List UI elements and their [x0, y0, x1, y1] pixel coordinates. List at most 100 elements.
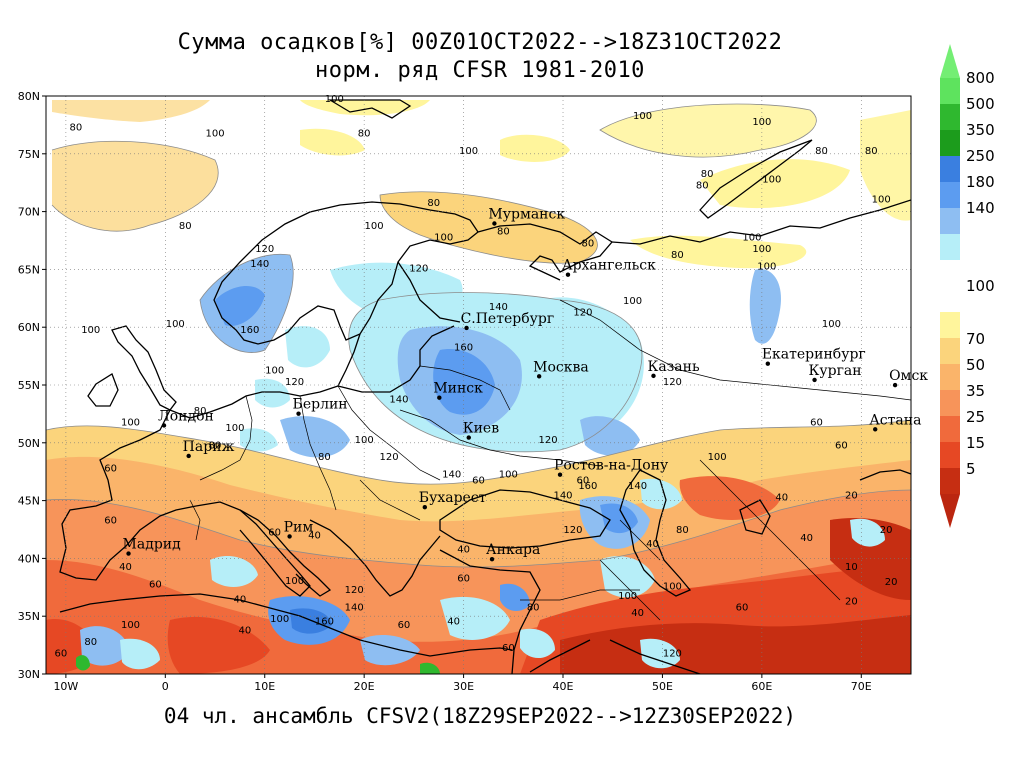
contour-label: 60 [104, 464, 117, 475]
city-dot [161, 423, 167, 428]
contour-label: 140 [345, 602, 364, 613]
lat-tick-label: 30N [18, 668, 40, 681]
city-label: Екатеринбург [762, 347, 866, 363]
colorbar-swatch [940, 208, 960, 234]
city-dot [765, 361, 771, 366]
colorbar-label: 35 [966, 382, 985, 400]
contour-labels: 80 100 100 80 100 100 100 80 80 100 80 80 100 80 120 14… [55, 94, 898, 660]
colorbar-label: 350 [966, 121, 995, 139]
city-dot [873, 427, 878, 432]
contour-label: 120 [409, 264, 428, 275]
lon-tick-label: 10E [254, 680, 275, 693]
lat-tick-label: 75N [18, 148, 40, 161]
colorbar-swatch [940, 156, 960, 182]
city-dot [651, 373, 656, 379]
contour-label: 100 [166, 319, 185, 330]
contour-label: 60 [502, 643, 515, 654]
contour-label: 80 [427, 198, 440, 209]
contour-label: 10 [845, 562, 858, 573]
contour-label: 120 [345, 585, 364, 596]
map-title: Сумма осадков[%] 00Z01OCT2022-->18Z31OCT… [177, 30, 783, 55]
grid-lines [46, 95, 911, 675]
contour-label: 80 [358, 128, 371, 139]
city-dot [287, 534, 292, 539]
lat-tick-label: 65N [18, 263, 40, 276]
city-label: Курган [809, 363, 862, 379]
lon-tick-label: 70E [851, 680, 872, 693]
contour-label: 80 [179, 221, 192, 232]
contour-label: 100 [708, 452, 727, 463]
colorbar-label: 140 [966, 199, 995, 217]
colorbar-top-arrow [940, 44, 960, 78]
city-label: Минск [433, 381, 483, 397]
contour-label: 140 [389, 394, 408, 405]
contour-label: 40 [238, 626, 251, 637]
city-markers: Мурманск Архангельск С.Петербург Москва Каза… [123, 207, 928, 562]
city-label: Анкара [486, 542, 540, 558]
colorbar-label: 800 [966, 69, 995, 87]
lat-tick-label: 45N [18, 495, 40, 508]
lon-tick-label: 40E [553, 680, 574, 693]
contour-label: 20 [880, 525, 893, 536]
contour-label: 60 [268, 527, 281, 538]
contour-label: 160 [315, 616, 334, 627]
map-subtitle: норм. ряд CFSR 1981-2010 [315, 58, 645, 83]
city-label: Бухарест [419, 490, 487, 506]
city-dot [464, 325, 469, 331]
city-label: Париж [183, 439, 235, 455]
contour-label: 100 [499, 469, 518, 480]
colorbar-swatch [940, 390, 960, 416]
colorbar-swatch [940, 78, 960, 104]
contour-label: 60 [835, 441, 848, 452]
contour-label: 100 [121, 417, 140, 428]
contour-label: 80 [527, 602, 540, 613]
contour-label: 100 [325, 94, 344, 105]
contour-label: 100 [633, 111, 652, 122]
city-label: Казань [647, 359, 699, 375]
contour-label: 40 [119, 562, 132, 573]
contour-label: 60 [736, 602, 749, 613]
contour-label: 140 [628, 481, 647, 492]
colorbar-label: 5 [966, 460, 976, 478]
country-borders [189, 299, 911, 621]
contour-label: 100 [752, 244, 771, 255]
colorbar-swatch [940, 364, 960, 390]
contour-label: 40 [800, 533, 813, 544]
city-dot [557, 472, 563, 477]
contour-label: 20 [845, 490, 858, 501]
contour-label: 100 [285, 576, 304, 587]
contour-label: 80 [865, 146, 878, 157]
lon-tick-label: 0 [162, 680, 169, 693]
colorbar-swatch [940, 182, 960, 208]
contour-label: 100 [434, 233, 453, 244]
contour-label: 80 [497, 227, 510, 238]
contour-label: 100 [663, 582, 682, 593]
lat-tick-label: 80N [18, 90, 40, 103]
colorbar-swatch [940, 104, 960, 130]
latitude-ticks: 30N 35N 40N 45N 50N 55N 60N 65N 70N 75N 80N [18, 90, 46, 681]
contour-label: 60 [104, 516, 117, 527]
city-dot [186, 453, 191, 459]
city-label: Берлин [293, 397, 348, 413]
contour-label: 80 [209, 441, 222, 452]
city-label: Мурманск [488, 207, 565, 223]
contour-label: 60 [810, 417, 823, 428]
city-dot [812, 377, 817, 383]
contour-label: 40 [234, 594, 247, 605]
city-label: Мадрид [123, 537, 182, 553]
colorbar-swatch [940, 468, 960, 494]
contour-label: 80 [701, 169, 714, 180]
city-dot [126, 551, 131, 556]
contour-label: 20 [885, 577, 898, 588]
contour-label: 160 [240, 325, 259, 336]
contour-label: 40 [447, 616, 460, 627]
contour-label: 80 [84, 637, 97, 648]
contour-label: 100 [265, 365, 284, 376]
contour-label: 100 [121, 620, 140, 631]
contour-label: 100 [623, 296, 642, 307]
colorbar-swatch [940, 338, 960, 364]
city-label: Архангельск [562, 258, 656, 274]
lon-tick-label: 50E [652, 680, 673, 693]
contour-label: 100 [81, 325, 100, 336]
colorbar: 800 500 350 250 180 140 100 70 50 35 25 15 5 [940, 44, 995, 528]
